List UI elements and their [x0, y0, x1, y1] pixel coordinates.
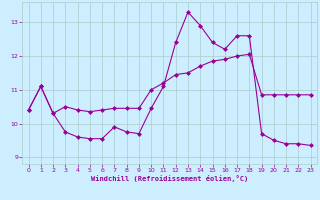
X-axis label: Windchill (Refroidissement éolien,°C): Windchill (Refroidissement éolien,°C) — [91, 175, 248, 182]
